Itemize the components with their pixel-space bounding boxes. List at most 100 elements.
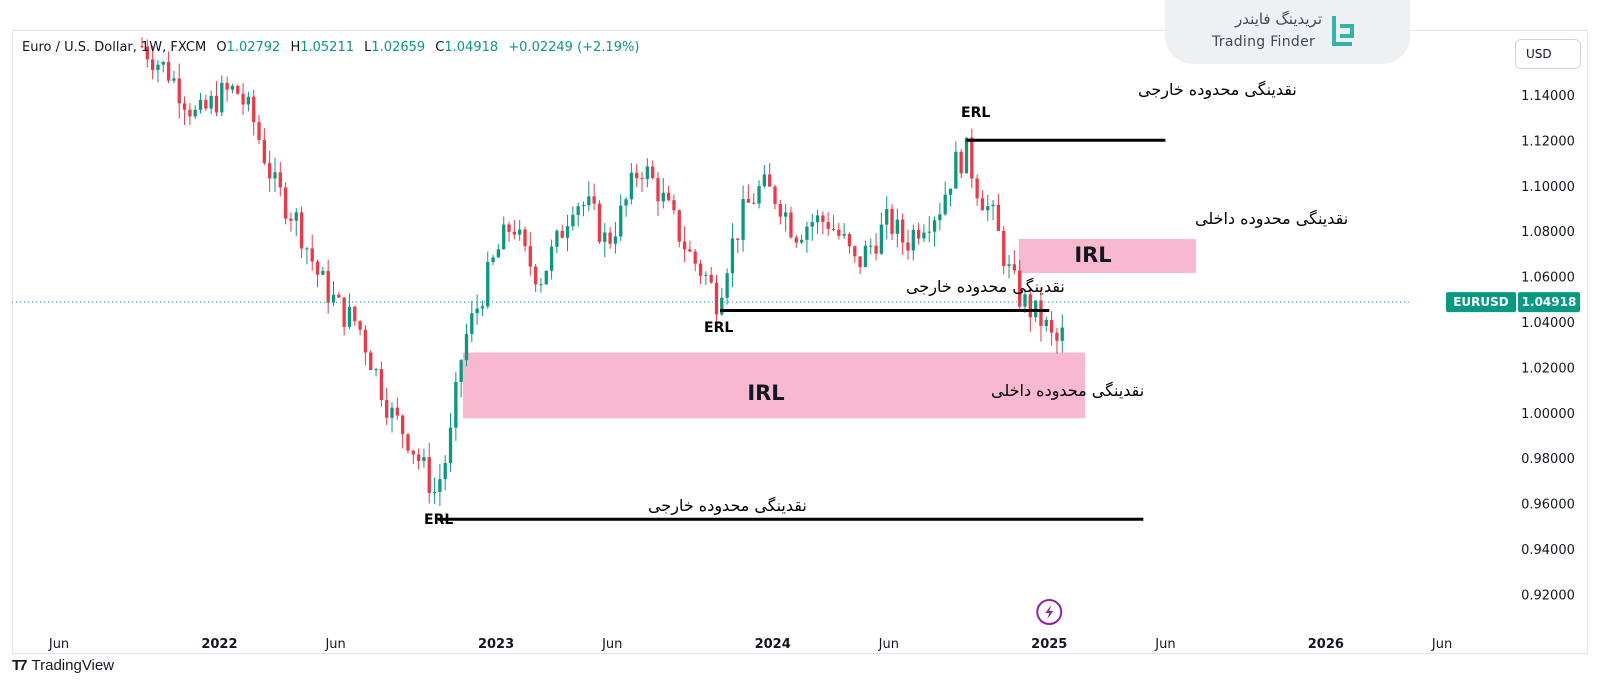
candle-body-148	[927, 231, 931, 233]
candle-body-55	[432, 491, 437, 494]
candle-body-82	[576, 206, 580, 215]
candle-body-3	[156, 64, 160, 70]
candle-body-83	[581, 205, 586, 207]
candle-body-141	[890, 208, 894, 234]
y-tick-10: 0.94000	[1521, 543, 1575, 558]
candle-body-99	[666, 192, 671, 201]
candle-body-111	[730, 238, 735, 274]
candle-body-1	[145, 46, 149, 60]
candle-body-106	[704, 274, 708, 276]
candle-body-90	[619, 205, 623, 237]
candle-body-98	[661, 192, 665, 202]
candle-body-80	[565, 226, 570, 238]
x-tick-2: Jun	[324, 637, 345, 652]
x-tick-6: Jun	[878, 637, 899, 652]
candle-body-56	[438, 479, 442, 492]
candle-body-142	[895, 219, 899, 234]
candle-body-136	[863, 245, 868, 268]
y-tick-9: 0.96000	[1521, 498, 1575, 513]
irl-note-0: نقدینگی محدوده داخلی	[1195, 209, 1348, 229]
candle-body-108	[714, 282, 719, 315]
candle-body-139	[879, 224, 884, 254]
candle-body-19	[241, 93, 245, 105]
y-tick-1: 1.12000	[1521, 134, 1575, 149]
y-tick-4: 1.06000	[1521, 271, 1575, 286]
candle-body-18	[236, 85, 240, 94]
logo-badge	[1165, 0, 1410, 64]
candle-body-94	[640, 178, 644, 180]
y-tick-3: 1.08000	[1521, 225, 1575, 240]
candle-body-9	[188, 109, 192, 117]
candle-body-37	[337, 294, 341, 298]
tradingview-brand: TradingView	[31, 657, 115, 674]
x-tick-8: Jun	[1154, 637, 1175, 652]
candle-body-120	[778, 204, 782, 217]
candle-body-166	[1023, 294, 1027, 307]
candle-body-109	[720, 297, 724, 315]
candle-body-112	[736, 238, 740, 240]
candle-body-6	[172, 78, 176, 81]
candle-body-81	[571, 214, 575, 227]
candle-body-10	[193, 109, 197, 117]
candle-body-102	[682, 241, 687, 250]
candle-body-53	[422, 457, 426, 462]
candle-body-65	[486, 262, 490, 307]
candle-body-143	[901, 219, 905, 243]
candle-body-26	[278, 172, 282, 188]
candle-body-59	[454, 381, 458, 428]
candle-body-138	[874, 245, 878, 254]
candle-body-51	[411, 450, 415, 455]
low-value: 1.02659	[371, 40, 426, 55]
candle-body-47	[390, 407, 394, 418]
tradingview-logo[interactable]: T7 TradingView	[12, 657, 114, 674]
candle-body-70	[512, 231, 517, 235]
open-value: 1.02792	[226, 40, 281, 55]
candle-body-14	[214, 95, 219, 113]
candle-body-114	[746, 199, 751, 203]
candle-body-40	[353, 306, 357, 322]
x-tick-5: 2024	[755, 637, 791, 652]
candle-body-32	[310, 248, 314, 262]
symbol-name[interactable]: Euro / U.S. Dollar, 1W, FXCM	[22, 40, 207, 55]
candle-body-88	[608, 232, 612, 244]
candle-body-5	[166, 62, 171, 81]
candle-body-20	[246, 96, 251, 105]
candle-body-22	[257, 122, 261, 140]
logo-english-text: Trading Finder	[1212, 34, 1316, 50]
erl-note-1: نقدینگی محدوده خارجی	[906, 277, 1065, 297]
candle-body-54	[427, 457, 431, 494]
candle-body-64	[480, 306, 485, 309]
symbol-badge: EURUSD	[1453, 295, 1509, 309]
candle-body-123	[794, 237, 798, 243]
candle-body-0	[140, 46, 144, 48]
symbol-badge-bg	[1446, 292, 1516, 313]
candle-body-77	[549, 246, 554, 271]
candle-body-132	[842, 234, 846, 236]
x-tick-1: 2022	[201, 637, 237, 652]
candle-body-15	[220, 82, 224, 113]
candle-body-62	[470, 313, 474, 335]
erl-label-1: ERL	[704, 320, 733, 336]
last-price-badge: 1.04918	[1522, 295, 1577, 309]
candle-body-153	[954, 151, 958, 189]
close-value: 1.04918	[444, 40, 499, 55]
candle-body-57	[443, 463, 447, 480]
candle-body-29	[294, 212, 298, 221]
candle-body-137	[869, 245, 873, 247]
candle-body-50	[406, 434, 410, 451]
candle-body-85	[592, 196, 596, 204]
candle-body-42	[363, 329, 368, 353]
y-tick-7: 1.00000	[1521, 407, 1575, 422]
low-label: L	[364, 40, 372, 55]
candle-body-8	[182, 103, 187, 110]
candle-body-39	[347, 306, 352, 327]
symbol-legend: Euro / U.S. Dollar, 1W, FXCM O1.02792 H1…	[22, 40, 639, 55]
candle-body-92	[629, 172, 634, 200]
currency-button[interactable]: USD	[1515, 39, 1581, 69]
candle-body-158	[980, 198, 985, 211]
erl-label-0: ERL	[961, 105, 990, 121]
candle-body-149	[932, 220, 937, 232]
candle-body-34	[321, 270, 325, 275]
last-price-badge-bg	[1518, 292, 1580, 313]
